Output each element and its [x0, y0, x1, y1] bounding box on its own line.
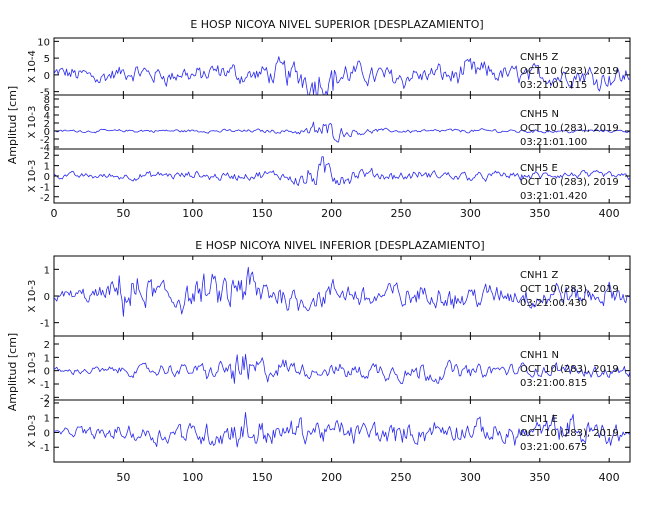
x-tick-label: 50 — [116, 207, 130, 220]
y-tick-label: -5 — [40, 88, 50, 99]
station-name: CNH1 Z — [520, 270, 559, 281]
x-tick-label: 0 — [51, 207, 58, 220]
scale-label: X 10-3 — [27, 160, 38, 193]
x-tick-label: 150 — [252, 471, 273, 484]
chart-title-superior: E HOSP NICOYA NIVEL SUPERIOR [DESPLAZAMI… — [190, 18, 483, 31]
recording-date: OCT 10 (283), 2019 — [520, 177, 619, 188]
scale-label: X 10-3 — [27, 352, 38, 385]
y-tick-label: 2 — [44, 399, 50, 410]
y-tick-label: 0 — [44, 71, 50, 82]
scale-label: X 10-3 — [27, 280, 38, 313]
y-tick-label: 8 — [44, 95, 50, 106]
y-axis-label-inferior: Amplitud [cm] — [6, 333, 19, 411]
station-name: CNH1 E — [520, 414, 558, 425]
y-tick-label: -1 — [40, 380, 50, 391]
x-tick-label: 400 — [599, 471, 620, 484]
trace-line — [53, 353, 631, 385]
trace-line — [53, 56, 631, 96]
y-tick-label: 1 — [44, 414, 50, 425]
y-tick-label: 0 — [44, 292, 50, 303]
x-tick-label: 300 — [460, 471, 481, 484]
start-time: 03:21:00.815 — [520, 378, 587, 389]
x-tick-label: 400 — [599, 207, 620, 220]
y-tick-label: -4 — [40, 143, 50, 154]
chart-title-inferior: E HOSP NICOYA NIVEL INFERIOR [DESPLAZAMI… — [195, 239, 484, 252]
x-tick-label: 300 — [460, 207, 481, 220]
start-time: 03:21:01.420 — [520, 191, 587, 202]
station-name: CNH5 E — [520, 163, 558, 174]
x-tick-label: 200 — [321, 207, 342, 220]
y-tick-label: 2 — [44, 119, 50, 130]
start-time: 03:21:00.675 — [520, 442, 587, 453]
x-tick-label: 350 — [529, 471, 550, 484]
y-tick-label: 5 — [44, 54, 50, 65]
recording-date: OCT 10 (283), 2019 — [520, 123, 619, 134]
y-tick-label: 0 — [44, 428, 50, 439]
y-tick-label: -2 — [40, 193, 50, 204]
y-tick-label: 4 — [44, 111, 50, 122]
trace-line — [53, 411, 631, 448]
start-time: 03:21:00.430 — [520, 298, 587, 309]
trace-line — [53, 156, 631, 187]
station-name: CNH5 N — [520, 109, 559, 120]
recording-date: OCT 10 (283), 2019 — [520, 364, 619, 375]
y-tick-label: 0 — [44, 127, 50, 138]
y-tick-label: 0 — [44, 172, 50, 183]
y-tick-label: 6 — [44, 103, 50, 114]
y-tick-label: -1 — [40, 182, 50, 193]
start-time: 03:21:01.100 — [520, 137, 587, 148]
x-tick-label: 50 — [116, 471, 130, 484]
start-time: 03:21:01.115 — [520, 80, 587, 91]
y-tick-label: 2 — [44, 340, 50, 351]
x-tick-label: 200 — [321, 471, 342, 484]
recording-date: OCT 10 (283), 2019 — [520, 428, 619, 439]
station-name: CNH1 N — [520, 350, 559, 361]
x-tick-label: 250 — [390, 471, 411, 484]
trace-line — [53, 266, 631, 317]
y-tick-label: 1 — [44, 265, 50, 276]
y-tick-label: -1 — [40, 319, 50, 330]
y-tick-label: -1 — [40, 443, 50, 454]
y-tick-label: -2 — [40, 135, 50, 146]
recording-date: OCT 10 (283), 2019 — [520, 66, 619, 77]
scale-label: X 10-3 — [27, 415, 38, 448]
y-tick-label: 1 — [44, 162, 50, 173]
x-tick-label: 350 — [529, 207, 550, 220]
recording-date: OCT 10 (283), 2019 — [520, 284, 619, 295]
x-tick-label: 150 — [252, 207, 273, 220]
scale-label: X 10-4 — [27, 50, 38, 83]
x-tick-label: 100 — [182, 207, 203, 220]
scale-label: X 10-3 — [27, 106, 38, 139]
station-name: CNH5 Z — [520, 52, 559, 63]
x-tick-label: 100 — [182, 471, 203, 484]
y-tick-label: 1 — [44, 353, 50, 364]
trace-line — [53, 121, 631, 143]
y-axis-label-superior: Amplitud [cm] — [6, 86, 19, 164]
y-tick-label: 10 — [37, 37, 50, 48]
y-tick-label: 2 — [44, 151, 50, 162]
y-tick-label: 0 — [44, 367, 50, 378]
y-tick-label: -2 — [40, 393, 50, 404]
x-tick-label: 250 — [390, 207, 411, 220]
